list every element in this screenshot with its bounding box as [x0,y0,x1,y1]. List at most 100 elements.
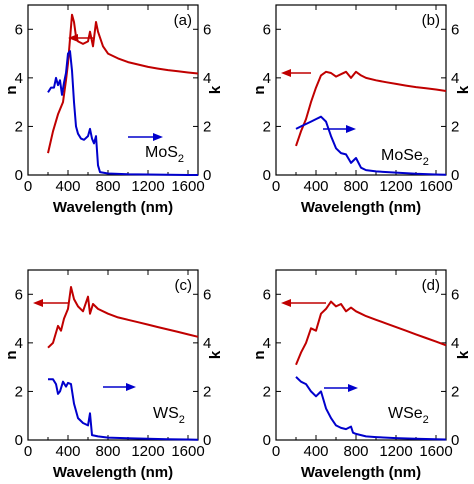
y-axis-label-right: k [207,350,224,359]
x-tick-label: 0 [272,443,280,460]
y-tick-label-left: 6 [263,21,271,38]
x-axis-label: Wavelength (nm) [53,464,173,481]
series-line-n [47,13,199,154]
plot-frame [275,269,447,441]
y-tick-label-left: 4 [263,70,271,87]
y-tick-label-left: 0 [15,167,23,184]
y-axis-label-left: n [3,350,20,359]
y-tick-label-left: 6 [263,286,271,303]
x-tick-label: 1600 [419,443,452,460]
y-tick-label-left: 2 [263,383,271,400]
y-tick-label-right: 6 [203,21,211,38]
x-tick-label: 1600 [171,178,204,195]
x-axis-label: Wavelength (nm) [301,464,421,481]
x-axis-label: Wavelength (nm) [301,199,421,216]
y-tick-label-left: 4 [15,335,23,352]
y-tick-label-right: 0 [451,167,459,184]
y-axis-label-right: k [207,85,224,94]
arrow-right-head [346,125,356,133]
y-tick-label-right: 4 [203,335,211,352]
arrow-left-head [68,34,78,42]
series-line-k [295,115,447,176]
material-subscript: 2 [423,414,429,426]
x-tick-label: 800 [343,178,368,195]
panel-tag: (c) [175,277,193,294]
x-tick-label: 800 [343,443,368,460]
y-axis-label-right: k [455,85,472,94]
panel-tag: (d) [422,277,440,294]
y-tick-label-left: 6 [15,21,23,38]
series-line-n [295,70,447,147]
material-label: WSe2 [388,405,429,426]
material-label: MoS2 [145,144,184,165]
x-tick-label: 800 [95,178,120,195]
arrow-right-head [153,133,163,141]
x-tick-label: 400 [55,443,80,460]
material-name: MoSe [381,147,423,164]
y-tick-label-left: 0 [263,432,271,449]
y-axis-label-left: n [3,85,20,94]
y-tick-label-right: 0 [451,432,459,449]
x-tick-label: 1200 [131,443,164,460]
x-tick-label: 1200 [131,178,164,195]
panel-tag: (a) [174,12,192,29]
y-axis-label-left: n [251,350,268,359]
y-tick-label-right: 0 [203,432,211,449]
x-tick-label: 800 [95,443,120,460]
material-name: WS [153,405,179,422]
y-tick-label-left: 4 [15,70,23,87]
x-tick-label: 400 [55,178,80,195]
y-tick-label-right: 4 [451,70,459,87]
panel-tag: (b) [422,12,440,29]
arrow-left-head [33,299,43,307]
y-tick-label-left: 2 [15,118,23,135]
x-tick-label: 0 [24,178,32,195]
y-tick-label-right: 6 [451,286,459,303]
material-subscript: 2 [423,156,429,168]
y-tick-label-left: 0 [263,167,271,184]
series-line-n [47,286,199,349]
y-tick-label-right: 4 [451,335,459,352]
y-tick-label-right: 0 [203,167,211,184]
y-axis-label-right: k [455,350,472,359]
y-tick-label-right: 2 [451,118,459,135]
y-tick-label-right: 2 [203,118,211,135]
x-tick-label: 1200 [379,443,412,460]
arrow-left-head [281,69,291,77]
y-tick-label-right: 6 [451,21,459,38]
y-tick-label-left: 2 [263,118,271,135]
material-label: MoSe2 [381,147,429,168]
x-tick-label: 0 [24,443,32,460]
x-tick-label: 1200 [379,178,412,195]
arrow-right-head [126,383,136,391]
x-tick-label: 1600 [171,443,204,460]
y-tick-label-right: 4 [203,70,211,87]
arrow-left-head [281,299,291,307]
x-tick-label: 400 [303,443,328,460]
series-line-k [47,50,198,176]
series-line-n [295,300,447,366]
y-tick-label-left: 4 [263,335,271,352]
x-tick-label: 0 [272,178,280,195]
y-tick-label-right: 2 [451,383,459,400]
y-tick-label-left: 6 [15,286,23,303]
material-label: WS2 [153,405,185,426]
arrow-right-head [348,384,358,392]
x-tick-label: 400 [303,178,328,195]
material-name: MoS [145,144,178,161]
y-tick-label-right: 6 [203,286,211,303]
x-tick-label: 1600 [419,178,452,195]
x-axis-label: Wavelength (nm) [53,199,173,216]
material-subscript: 2 [179,414,185,426]
y-axis-label-left: n [251,85,268,94]
material-name: WSe [388,405,423,422]
y-tick-label-right: 2 [203,383,211,400]
plot-frame [27,269,199,441]
y-tick-label-left: 2 [15,383,23,400]
material-subscript: 2 [178,153,184,165]
